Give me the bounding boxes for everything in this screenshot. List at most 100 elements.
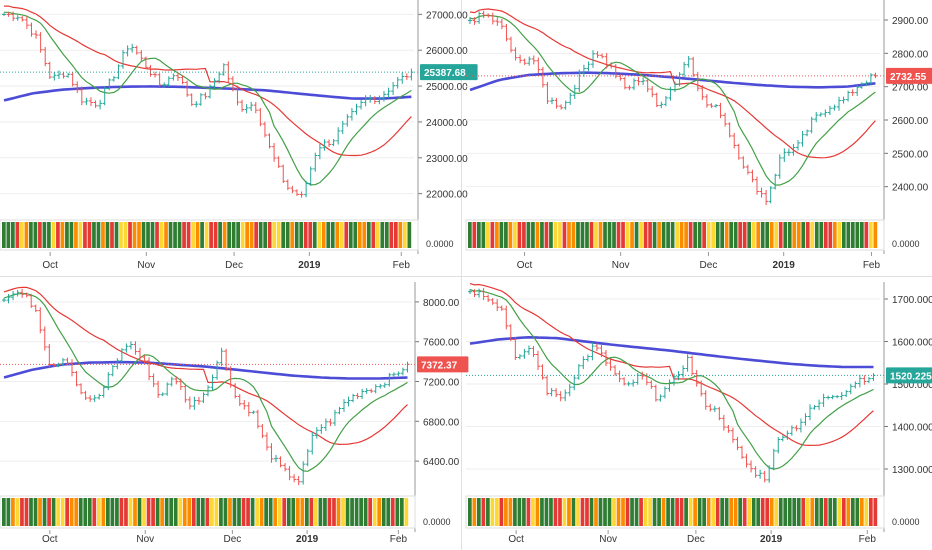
ohlc-bar (576, 364, 581, 380)
ohlc-bar (472, 289, 477, 298)
ohlc-bar (700, 85, 705, 101)
ohlc-bar (846, 90, 851, 102)
ohlc-bar (61, 71, 66, 79)
ohlc-bar (24, 292, 29, 298)
indicator-bar (380, 222, 385, 248)
indicator-bar (823, 498, 828, 526)
indicator-bar (330, 222, 335, 248)
strip-tick-label: 0.0000 (423, 517, 451, 527)
indicator-bar (78, 222, 83, 248)
ohlc-bar (24, 15, 29, 30)
ohlc-bar (809, 116, 814, 134)
indicator-bar (222, 222, 227, 248)
ohlc-bar (563, 100, 568, 110)
ohlc-bar (404, 73, 409, 80)
indicator-bar (747, 498, 752, 526)
indicator-bar (850, 498, 855, 526)
ohlc-bar (662, 386, 667, 399)
ohlc-bar (608, 359, 613, 371)
ohlc-bar (577, 69, 582, 93)
indicator-bar (78, 498, 83, 526)
ohlc-bar (381, 91, 386, 102)
ma-fast-line (4, 11, 412, 186)
indicator-bar (648, 222, 652, 248)
indicator-bar (792, 222, 797, 248)
indicator-bar (15, 222, 20, 248)
ohlc-bar (196, 396, 201, 405)
ohlc-bar (740, 445, 744, 459)
indicator-bar (868, 222, 873, 248)
indicator-bar (495, 498, 499, 526)
ohlc-bar (314, 427, 319, 439)
indicator-bar (119, 498, 124, 526)
indicator-bar (855, 222, 860, 248)
ohlc-bar (800, 130, 805, 147)
indicator-bar (585, 222, 589, 248)
indicator-bar (191, 222, 195, 248)
indicator-bar (841, 222, 846, 248)
ohlc-bar (837, 96, 841, 111)
indicator-bar (846, 498, 851, 526)
ohlc-bar (310, 431, 315, 455)
indicator-bar (594, 498, 598, 526)
ohlc-bar (29, 22, 34, 37)
indicator-bar (114, 222, 119, 248)
ohlc-bar (844, 390, 849, 397)
ohlc-bar (198, 93, 203, 106)
indicator-bar (711, 498, 716, 526)
indicator-bar (169, 498, 174, 526)
ohlc-bar (586, 61, 591, 72)
ohlc-bar (340, 120, 345, 135)
indicator-bar (177, 222, 182, 248)
indicator-bar (187, 498, 192, 526)
ohlc-bar (600, 53, 605, 59)
ohlc-bar (481, 10, 486, 19)
indicator-bar (558, 222, 562, 248)
x-tick-label: Oct (42, 534, 58, 545)
ohlc-bar (327, 139, 332, 147)
ohlc-bar (735, 436, 740, 451)
indicator-bar (495, 222, 499, 248)
indicator-bar (241, 498, 246, 526)
indicator-bar (630, 498, 634, 526)
ohlc-bar (75, 81, 80, 94)
last-price-badge (886, 367, 932, 384)
indicator-bar (805, 222, 810, 248)
indicator-bar (173, 222, 177, 248)
ohlc-bar (481, 288, 486, 301)
ohlc-bar (11, 11, 16, 22)
ohlc-bar (866, 376, 871, 384)
ohlc-bar (372, 96, 377, 105)
y-tick-label: 24000.00 (426, 118, 468, 129)
ohlc-bar (378, 383, 383, 389)
strip-tick-label: 0.0000 (892, 239, 920, 249)
ohlc-bar (513, 337, 518, 360)
indicator-bar (702, 498, 706, 526)
indicator-bar (517, 222, 522, 248)
ma-fast-line (3, 292, 408, 472)
indicator-bar (250, 498, 255, 526)
ohlc-bar (20, 288, 25, 298)
indicator-bar (146, 222, 150, 248)
indicator-bar (594, 222, 598, 248)
ohlc-bar (240, 99, 245, 112)
indicator-bar (814, 498, 819, 526)
y-tick-label: 8000.00 (423, 298, 460, 309)
indicator-bar (106, 498, 110, 526)
ohlc-bar (332, 409, 337, 426)
indicator-bar (110, 498, 115, 526)
ma-long-line (469, 335, 874, 369)
ohlc-bar (508, 324, 513, 342)
ohlc-bar (6, 293, 11, 304)
indicator-bar (87, 222, 92, 248)
ma-slow-line (469, 282, 874, 447)
vertical-divider (461, 0, 462, 550)
indicator-bar (286, 498, 291, 526)
indicator-bar (83, 222, 87, 248)
ohlc-bar (572, 84, 577, 100)
ohlc-bar (817, 399, 822, 411)
y-tick-label: 2800.00 (892, 49, 929, 60)
ohlc-bar (79, 86, 84, 106)
indicator-bar (137, 222, 141, 248)
indicator-bar (774, 222, 779, 248)
